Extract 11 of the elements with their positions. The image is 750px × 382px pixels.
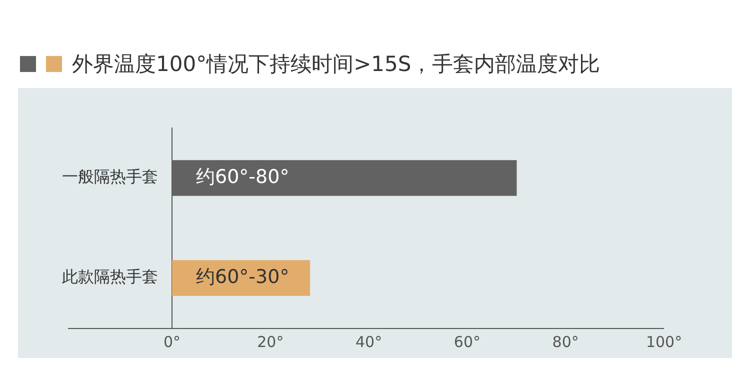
- chart-title: 外界温度100°情况下持续时间>15S，手套内部温度对比: [72, 51, 600, 78]
- x-tick-label: 20°: [257, 332, 284, 351]
- x-tick-label: 0°: [163, 332, 181, 351]
- data-label: 约60°-80°: [196, 166, 290, 188]
- x-tick-label: 40°: [356, 332, 382, 351]
- y-tick-label: 一般隔热手套: [62, 167, 158, 186]
- x-tick-label: 80°: [552, 332, 579, 351]
- x-tick-label: 60°: [454, 332, 480, 351]
- y-tick-label: 此款隔热手套: [62, 267, 158, 286]
- data-label: 约60°-30°: [196, 266, 290, 288]
- x-tick-label: 100°: [646, 332, 682, 351]
